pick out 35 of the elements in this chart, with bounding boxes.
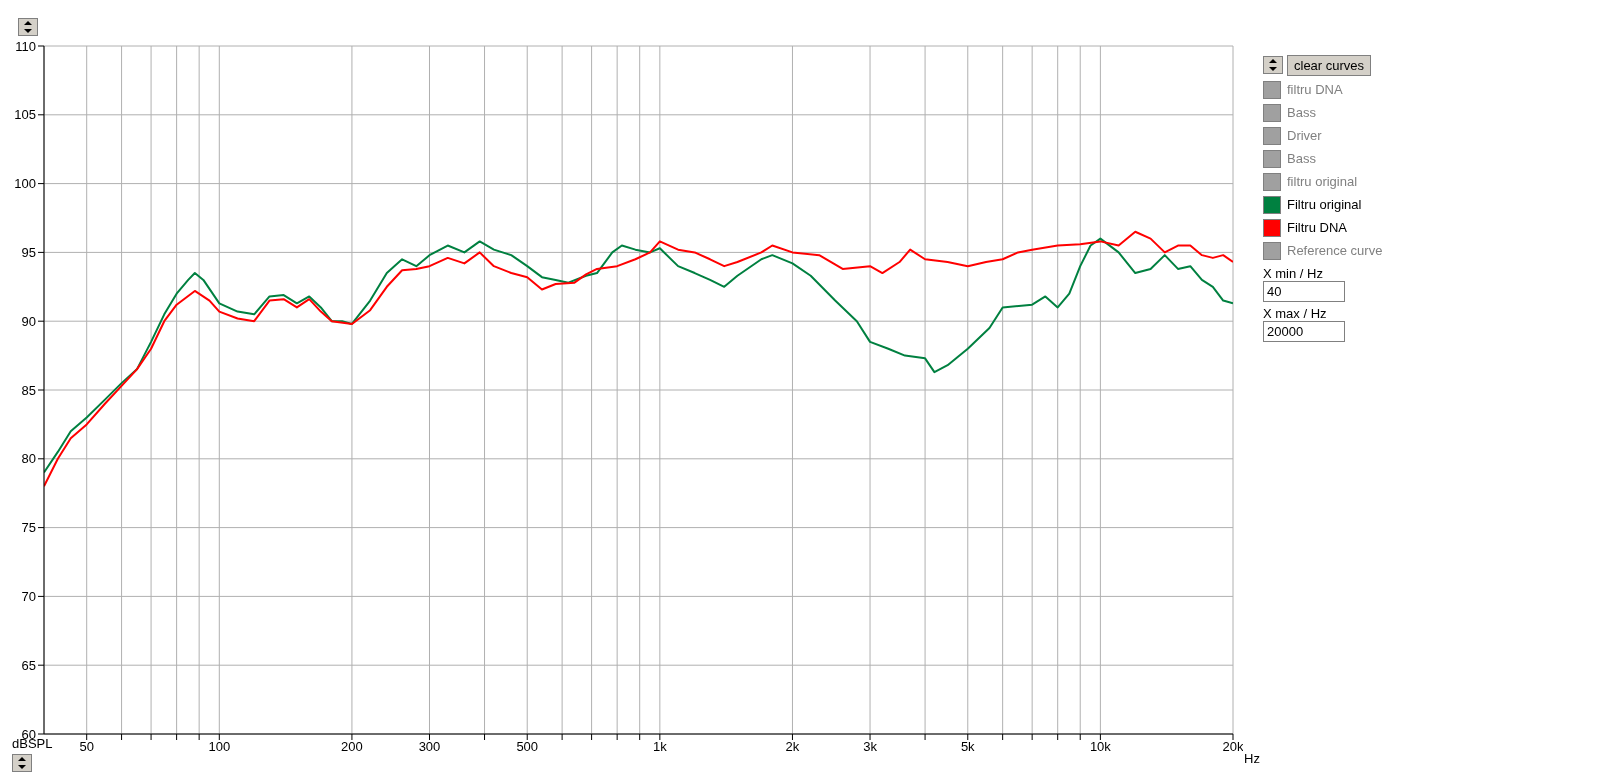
text: Bass — [1286, 104, 1317, 122]
x-tick-label: 200 — [341, 739, 363, 755]
x-tick-label: 100 — [208, 739, 231, 755]
y-tick-label: 70 — [21, 589, 36, 605]
text: Driver — [1286, 127, 1323, 145]
x-tick-label: 20k — [1222, 739, 1244, 755]
x-tick-label: 1k — [652, 739, 668, 755]
y-tick-label: 65 — [21, 657, 36, 673]
x-tick-label: 300 — [418, 739, 441, 755]
y-tick-label: 85 — [21, 382, 36, 398]
x-tick-label: 500 — [516, 739, 539, 755]
x-tick-label: 50 — [79, 739, 94, 755]
text: Bass — [1286, 150, 1317, 168]
x-tick-label: 3k — [863, 739, 878, 755]
x-tick-label: 10k — [1089, 739, 1112, 755]
text: Reference curve — [1286, 242, 1384, 260]
y-tick-label: 95 — [21, 245, 36, 261]
y-tick-label: 80 — [21, 451, 36, 467]
y-tick-label: 75 — [21, 520, 36, 536]
x-tick-label: 5k — [960, 739, 976, 755]
text: X max / Hz — [1263, 306, 1328, 321]
x-axis-title: Hz — [1244, 751, 1260, 766]
y-tick-label: 110 — [15, 38, 36, 54]
legend-label: Filtru DNA — [1286, 219, 1348, 237]
y-tick-label: 100 — [14, 176, 36, 192]
text: 40 — [1263, 281, 1345, 302]
text: 20000 — [1263, 321, 1345, 342]
text: clear curves — [1287, 54, 1372, 76]
x-tick-label: 2k — [785, 739, 800, 755]
y-tick-label: 90 — [21, 313, 36, 329]
text: filtru DNA — [1286, 81, 1344, 99]
y-tick-label: 105 — [14, 107, 36, 123]
text: X min / Hz — [1263, 266, 1324, 281]
legend-label: Filtru original — [1286, 196, 1363, 214]
text: filtru original — [1286, 173, 1359, 191]
